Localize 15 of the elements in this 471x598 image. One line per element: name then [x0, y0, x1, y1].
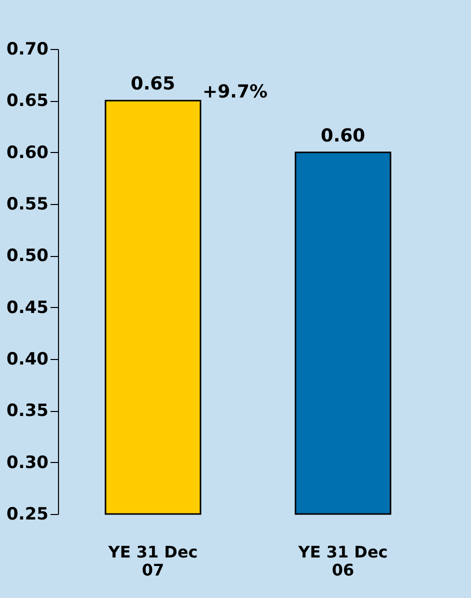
y-tick-label: 0.55	[6, 194, 48, 214]
y-tick-label: 0.30	[6, 452, 49, 473]
y-tick-label: 0.40	[6, 350, 49, 370]
y-tick-label: 0.60	[6, 142, 49, 163]
y-tick-label: 0.50	[6, 246, 49, 266]
data-label: 0.65	[130, 74, 176, 95]
y-tick-label: 0.35	[6, 401, 48, 422]
x-tick-label: YE 31 Dec 06	[297, 542, 388, 580]
y-tick-label: 0.25	[6, 504, 48, 524]
x-tick-label: YE 31 Dec 07	[107, 542, 198, 580]
data-label: 0.60	[320, 125, 366, 146]
y-tick-label: 0.45	[6, 298, 48, 318]
annotation: +9.7%	[202, 82, 268, 103]
y-tick-label: 0.65	[6, 91, 48, 112]
y-tick-label: 0.70	[6, 40, 49, 60]
